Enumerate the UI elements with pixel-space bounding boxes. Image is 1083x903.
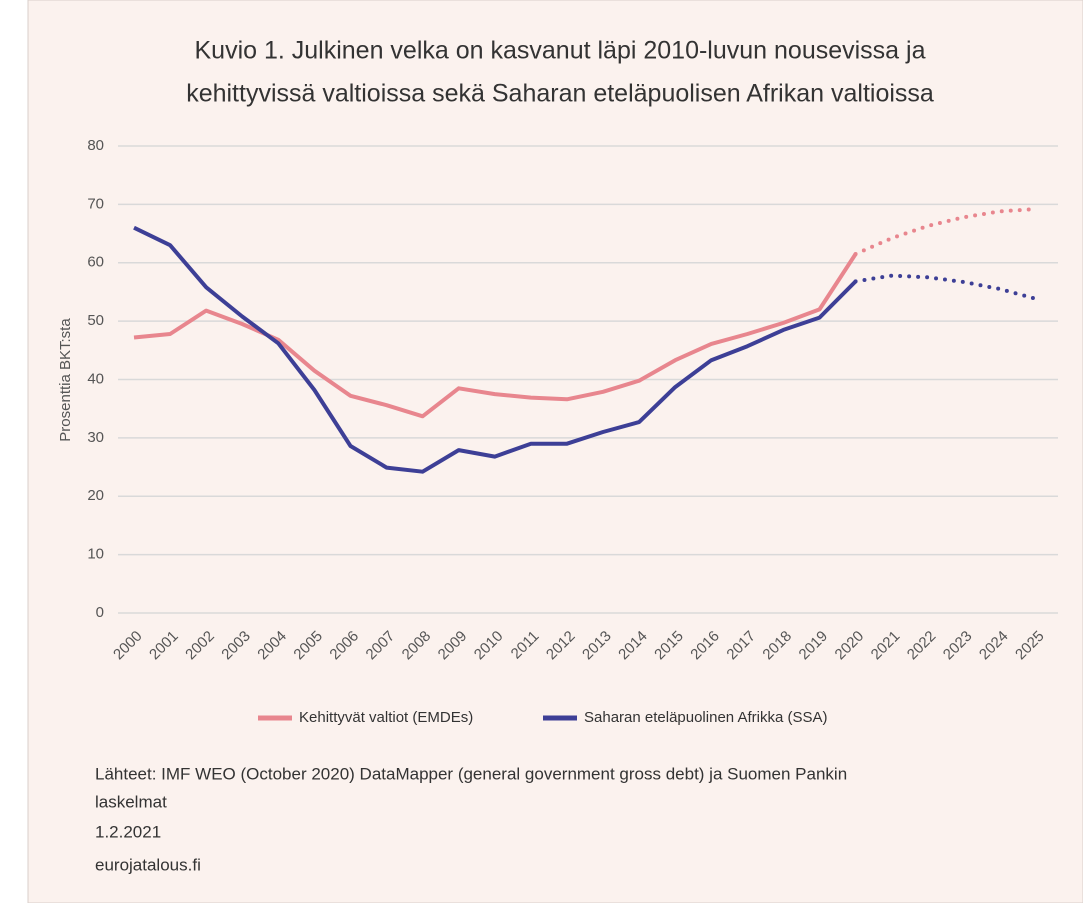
y-tick-label: 80: [87, 137, 104, 154]
footer-text: laskelmat: [95, 792, 167, 811]
forecast-line: [853, 273, 1038, 301]
legend-label: Saharan eteläpuolinen Afrikka (SSA): [584, 709, 827, 726]
y-tick-label: 0: [96, 604, 104, 621]
y-tick-label: 40: [87, 370, 104, 387]
data-line: [133, 225, 858, 474]
footer-text: 1.2.2021: [95, 822, 161, 841]
y-tick-label: 60: [87, 254, 104, 271]
chart-title: kehittyvissä valtioissa sekä Saharan ete…: [186, 80, 934, 108]
y-tick-label: 20: [87, 487, 104, 504]
background: [27, 0, 1083, 903]
y-tick-label: 50: [87, 312, 104, 329]
footer-text: eurojatalous.fi: [95, 855, 201, 874]
y-tick-label: 30: [87, 429, 104, 446]
y-axis-label: Prosenttia BKT:sta: [57, 318, 74, 442]
footer-text: Lähteet: IMF WEO (October 2020) DataMapp…: [95, 764, 847, 783]
y-tick-label: 70: [87, 195, 104, 212]
chart-title: Kuvio 1. Julkinen velka on kasvanut läpi…: [194, 37, 925, 65]
data-line: [133, 252, 858, 419]
legend-label: Kehittyvät valtiot (EMDEs): [299, 709, 473, 726]
y-tick-label: 10: [87, 546, 104, 563]
